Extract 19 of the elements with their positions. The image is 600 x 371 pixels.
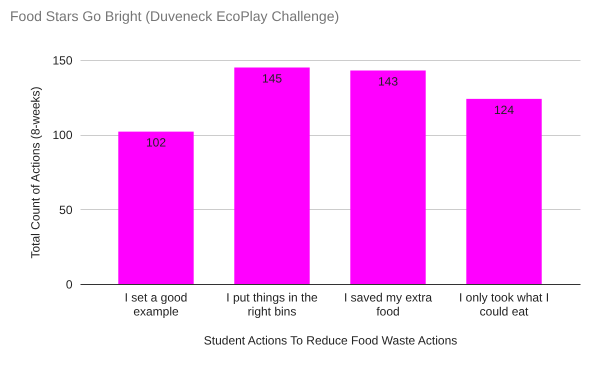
y-axis-title: Total Count of Actions (8-weeks) xyxy=(28,86,42,259)
x-tick-label: I put things in the right bins xyxy=(226,290,318,318)
bar xyxy=(118,132,194,284)
data-label: 102 xyxy=(146,136,166,150)
x-tick-label: I set a good example xyxy=(124,290,188,318)
x-tick-label: I only took what I could eat xyxy=(458,290,550,318)
y-tick-label: 0 xyxy=(66,278,73,292)
x-axis-title: Student Actions To Reduce Food Waste Actions xyxy=(204,334,458,348)
data-label: 124 xyxy=(494,102,514,117)
chart-title: Food Stars Go Bright (Duveneck EcoPlay Challenge) xyxy=(10,8,340,24)
bar xyxy=(350,70,426,284)
bar xyxy=(234,67,310,284)
bar xyxy=(466,98,542,284)
y-tick-label: 100 xyxy=(52,128,73,142)
data-label: 145 xyxy=(262,71,282,86)
y-tick-label: 150 xyxy=(52,54,73,68)
data-label: 143 xyxy=(378,74,398,88)
y-tick-label: 50 xyxy=(59,202,73,217)
x-tick-label: I saved my extra food xyxy=(344,290,432,318)
